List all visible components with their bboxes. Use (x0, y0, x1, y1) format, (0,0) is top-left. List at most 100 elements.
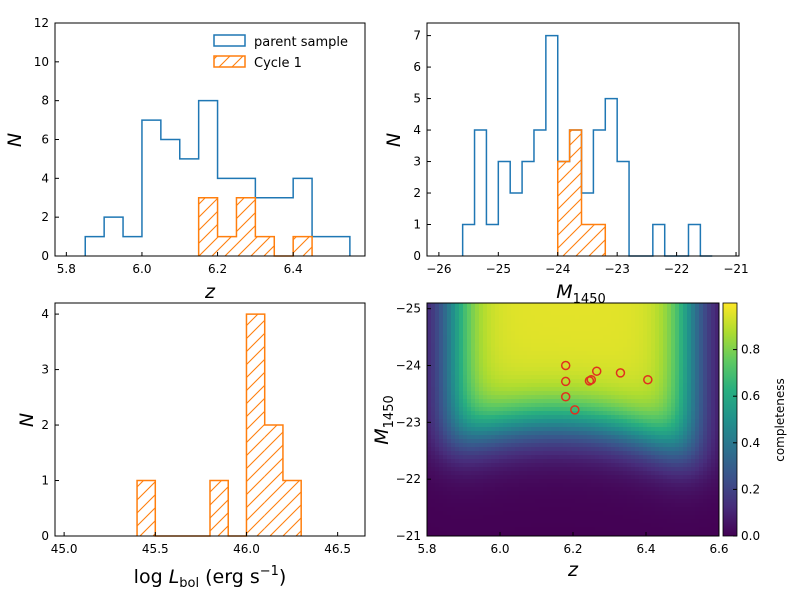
heatmap-cell (567, 351, 572, 356)
heatmap-cell (443, 487, 448, 492)
heatmap-cell (643, 503, 648, 508)
heatmap-cell (587, 451, 592, 456)
heatmap-cell (591, 303, 596, 308)
heatmap-cell (535, 379, 540, 384)
heatmap-cell (583, 335, 588, 340)
heatmap-cell (607, 387, 612, 392)
heatmap-cell (607, 435, 612, 440)
heatmap-cell (643, 367, 648, 372)
hist-bar-cycle1 (137, 480, 156, 536)
heatmap-cell (635, 451, 640, 456)
heatmap-cell (639, 427, 644, 432)
heatmap-cell (639, 303, 644, 308)
heatmap-cell (483, 335, 488, 340)
heatmap-cell (543, 307, 548, 312)
heatmap-cell (643, 443, 648, 448)
heatmap-cell (699, 339, 704, 344)
heatmap-cell (615, 407, 620, 412)
heatmap-cell (563, 431, 568, 436)
heatmap-cell (627, 351, 632, 356)
heatmap-cell (451, 327, 456, 332)
heatmap-cell (675, 479, 680, 484)
heatmap-cell (595, 347, 600, 352)
heatmap-cell (531, 415, 536, 420)
heatmap-cell (535, 503, 540, 508)
heatmap-cell (683, 323, 688, 328)
heatmap-cell (655, 467, 660, 472)
heatmap-cell (647, 311, 652, 316)
heatmap-cell (527, 407, 532, 412)
heatmap-cell (651, 371, 656, 376)
heatmap-cell (607, 527, 612, 532)
heatmap-cell (679, 411, 684, 416)
heatmap-cell (435, 343, 440, 348)
heatmap-cell (559, 319, 564, 324)
heatmap-cell (475, 407, 480, 412)
heatmap-cell (655, 435, 660, 440)
heatmap-cell (435, 371, 440, 376)
heatmap-cell (447, 363, 452, 368)
heatmap-cell (451, 359, 456, 364)
heatmap-cell (439, 319, 444, 324)
heatmap-cell (615, 403, 620, 408)
heatmap-cell (639, 455, 644, 460)
heatmap-cell (519, 431, 524, 436)
heatmap-cell (471, 459, 476, 464)
x-tick-label: −23 (605, 262, 630, 276)
heatmap-cell (695, 407, 700, 412)
heatmap-cell (575, 331, 580, 336)
heatmap-cell (539, 387, 544, 392)
heatmap-cell (559, 439, 564, 444)
heatmap-cell (623, 503, 628, 508)
heatmap-cell (503, 363, 508, 368)
heatmap-cell (455, 443, 460, 448)
heatmap-cell (695, 307, 700, 312)
y-tick-label: 4 (41, 307, 49, 321)
heatmap-cell (499, 315, 504, 320)
heatmap-cell (443, 451, 448, 456)
heatmap-cell (659, 431, 664, 436)
heatmap-cell (431, 431, 436, 436)
heatmap-cell (683, 495, 688, 500)
heatmap-cell (683, 467, 688, 472)
heatmap-cell (691, 459, 696, 464)
heatmap-cell (563, 459, 568, 464)
heatmap-cell (487, 319, 492, 324)
heatmap-cell (687, 327, 692, 332)
heatmap-cell (659, 447, 664, 452)
heatmap-cell (667, 347, 672, 352)
heatmap-cell (447, 495, 452, 500)
y-tick-label: 6 (413, 60, 421, 74)
heatmap-cell (607, 483, 612, 488)
heatmap-cell (559, 491, 564, 496)
heatmap-cell (635, 527, 640, 532)
heatmap-cell (643, 303, 648, 308)
heatmap-cell (511, 487, 516, 492)
heatmap-cell (443, 427, 448, 432)
heatmap-cell (455, 327, 460, 332)
heatmap-cell (451, 515, 456, 520)
heatmap-cell (439, 447, 444, 452)
heatmap-cell (623, 331, 628, 336)
heatmap-cell (531, 463, 536, 468)
panel1-xlabel: z (204, 281, 216, 303)
heatmap-cell (515, 463, 520, 468)
heatmap-cell (459, 399, 464, 404)
heatmap-cell (683, 327, 688, 332)
heatmap-cell (639, 383, 644, 388)
heatmap-cell (635, 435, 640, 440)
heatmap-cell (519, 479, 524, 484)
colorbar-ticks: 0.00.20.40.60.8 (733, 343, 760, 543)
heatmap-cell (619, 307, 624, 312)
heatmap-cell (427, 435, 432, 440)
heatmap-cell (611, 355, 616, 360)
heatmap-cell (455, 475, 460, 480)
heatmap-cell (627, 487, 632, 492)
heatmap-cell (427, 307, 432, 312)
heatmap-cell (651, 331, 656, 336)
heatmap-cell (455, 511, 460, 516)
heatmap-cell (447, 319, 452, 324)
heatmap-cell (567, 423, 572, 428)
heatmap-cell (471, 383, 476, 388)
heatmap-cell (451, 499, 456, 504)
